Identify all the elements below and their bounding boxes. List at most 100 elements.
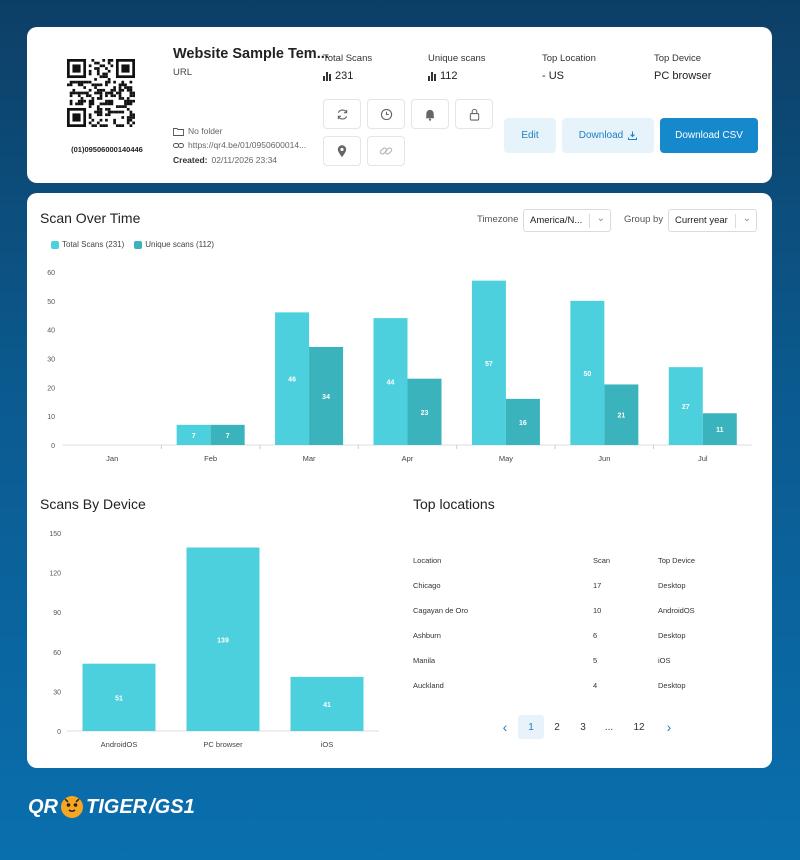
scan-cell: 10 [593,606,602,615]
stat-label: Unique scans [428,53,486,64]
bar-value-label: 11 [716,427,724,434]
bar-value-label: 139 [217,637,229,644]
device-cell: Desktop [658,581,686,590]
stat-value: PC browser [654,70,712,82]
stat-value: 231 [335,70,354,82]
page-2-button[interactable]: 2 [554,721,560,733]
x-tick-label: Jan [106,454,118,463]
scan-over-time-title: Scan Over Time [40,210,141,226]
bar-unique-scans[interactable] [702,413,737,445]
refresh-icon [337,108,347,120]
group-by-select[interactable]: Current year ⌄ [668,209,757,232]
x-tick-label: Feb [204,454,217,463]
bar-total-scans[interactable] [570,300,605,445]
bar-unique-scans[interactable] [309,346,344,445]
bar-total-scans[interactable] [275,312,310,445]
qr-type: URL [173,67,193,78]
folder-line[interactable]: No folder [173,126,223,136]
timezone-value: America/N... [530,215,583,226]
y-tick-label: 60 [53,650,61,657]
scan-over-time-chart: 0 10 20 30 40 50 60 Jan Feb 7 7 Mar 46 34 Apr 44 23 May 57… [47,270,752,463]
location-cell: Cagayan de Oro [413,606,469,615]
legend-item-total[interactable]: Total Scans (231) [51,240,124,249]
y-tick-label: 30 [53,689,61,696]
password-button[interactable] [455,99,493,129]
bar-value-label: 7 [226,433,230,440]
qr-link[interactable]: https://qr4.be/01/0950600014... [188,140,307,150]
header-top-device: Top Device [658,556,696,565]
stat-top-device: Top Device PC browser [654,53,711,82]
x-tick-label: May [499,454,513,463]
qr-summary-card: (01)09506000140446 Website Sample Tem...… [27,27,772,183]
bar-total-scans[interactable] [373,318,408,445]
prev-page-button[interactable]: ‹ [492,715,518,739]
scan-cell: 17 [593,581,602,590]
link-button[interactable] [367,136,405,166]
bar-device-scans[interactable] [186,547,260,731]
lock-icon [469,108,479,121]
scan-cell: 6 [593,631,598,640]
x-tick-label: Apr [402,454,414,463]
brand-logo: QR TIGER /GS1 [28,795,195,819]
created-value: 02/11/2026 23:34 [211,155,278,165]
bar-device-scans[interactable] [290,676,364,731]
bar-value-label: 44 [387,380,395,387]
stat-unique-scans: Unique scans 112 [428,53,486,82]
bar-value-label: 27 [682,404,690,411]
bell-icon [425,109,435,121]
schedule-button[interactable] [367,99,405,129]
legend-item-unique[interactable]: Unique scans (112) [134,240,214,249]
location-cell: Manila [413,656,436,665]
link-icon [379,147,393,155]
y-tick-label: 0 [57,729,61,736]
qr-code-image [67,59,135,127]
x-tick-label: PC browser [203,740,243,749]
pagination: ‹ 1 2 3 ... 12 › [492,715,682,739]
bar-unique-scans[interactable] [407,378,442,445]
x-tick-label: iOS [321,740,334,749]
next-page-button[interactable]: › [656,715,682,739]
table-row: Manila 5 iOS [413,648,713,673]
location-button[interactable] [323,136,361,166]
table-row: Auckland 4 Desktop [413,673,713,698]
page-3-button[interactable]: 3 [580,721,586,733]
y-tick-label: 30 [47,357,55,364]
timezone-label: Timezone [477,214,519,225]
bar-total-scans[interactable] [668,367,703,445]
bar-value-label: 57 [485,361,493,368]
refresh-button[interactable] [323,99,361,129]
top-locations-title: Top locations [413,496,495,512]
bar-unique-scans[interactable] [210,424,245,445]
created-label: Created: [173,155,208,165]
timezone-select[interactable]: America/N... ⌄ [523,209,611,232]
download-csv-button[interactable]: Download CSV [660,118,758,153]
bar-total-scans[interactable] [176,424,211,445]
bar-value-label: 21 [617,413,625,420]
y-tick-label: 90 [53,610,61,617]
link-line[interactable]: https://qr4.be/01/0950600014... [173,140,306,150]
bar-value-label: 23 [421,410,429,417]
page-12-button[interactable]: 12 [633,721,645,733]
bar-total-scans[interactable] [471,280,506,445]
link-icon [173,142,184,148]
bar-value-label: 46 [288,377,296,384]
chart-legend: Total Scans (231) Unique scans (112) [51,240,214,249]
x-tick-label: Jul [698,454,708,463]
group-by-label: Group by [624,214,664,225]
bar-chart-icon [323,71,331,81]
chevron-left-icon: ‹ [502,719,508,735]
device-cell: Desktop [658,681,686,690]
bar-unique-scans[interactable] [604,384,639,445]
chevron-down-icon: ⌄ [596,213,605,224]
edit-button[interactable]: Edit [504,118,556,153]
brand-gs1: /GS1 [149,795,195,818]
page-1-button[interactable]: 1 [518,715,544,739]
brand-qr: QR [28,795,58,818]
device-cell: iOS [658,656,671,665]
table-row: Chicago 17 Desktop [413,573,713,598]
bar-unique-scans[interactable] [505,398,540,445]
bar-device-scans[interactable] [82,663,156,731]
download-button[interactable]: Download [562,118,654,153]
notification-button[interactable] [411,99,449,129]
bar-value-label: 50 [583,371,591,378]
